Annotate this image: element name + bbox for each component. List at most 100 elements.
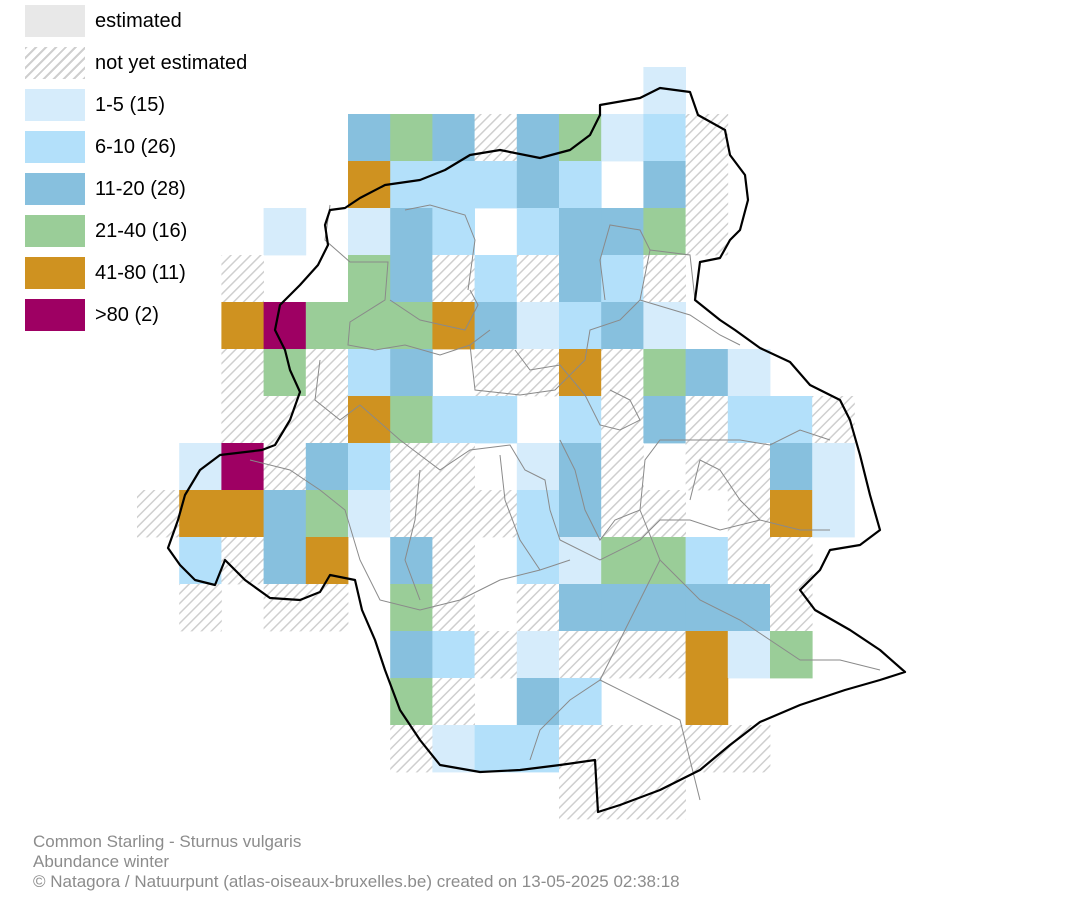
grid-cell-not-estimated bbox=[601, 725, 644, 773]
grid-cell-not-estimated bbox=[601, 631, 644, 679]
grid-cell-not-estimated bbox=[770, 537, 813, 585]
grid-cell-class-2 bbox=[516, 725, 560, 773]
grid-cell-class-4 bbox=[601, 537, 644, 585]
grid-cell-class-2 bbox=[390, 161, 433, 209]
grid-cell-class-4 bbox=[305, 302, 349, 350]
grid-cell-class-2 bbox=[643, 114, 686, 162]
grid-cell-not-estimated bbox=[263, 443, 307, 491]
grid-cell-class-2 bbox=[601, 255, 644, 303]
grid-cell-class-2 bbox=[432, 396, 475, 444]
grid-cell-class-3 bbox=[770, 443, 813, 491]
grid-cell-not-estimated bbox=[727, 490, 771, 538]
grid-cell-class-4 bbox=[305, 490, 349, 538]
grid-cell-class-1 bbox=[179, 443, 222, 491]
grid-cell-class-3 bbox=[685, 349, 729, 397]
grid-cell-class-5 bbox=[221, 490, 264, 538]
legend-item-estimated: estimated bbox=[25, 5, 345, 39]
grid-cell-class-1 bbox=[348, 208, 391, 256]
grid-cell-not-estimated bbox=[474, 349, 518, 397]
grid-cell-class-2 bbox=[727, 396, 771, 444]
grid-cell-not-estimated bbox=[685, 114, 729, 162]
grid-cell-class-4 bbox=[643, 537, 686, 585]
grid-cell-not-estimated bbox=[601, 349, 644, 397]
grid-cell-class-3 bbox=[516, 161, 560, 209]
legend-swatch-1-5 bbox=[25, 89, 85, 121]
grid-cell-class-4 bbox=[559, 114, 602, 162]
grid-cell-class-2 bbox=[685, 537, 729, 585]
grid-cell-not-estimated bbox=[812, 396, 855, 444]
grid-cell-not-estimated bbox=[432, 255, 475, 303]
grid-cell-not-estimated bbox=[432, 490, 475, 538]
grid-cells bbox=[137, 67, 855, 820]
grid-cell-class-1 bbox=[432, 725, 475, 773]
legend-label-estimated: estimated bbox=[95, 10, 182, 32]
grid-cell-not-estimated bbox=[559, 631, 602, 679]
grid-cell-class-1 bbox=[516, 443, 560, 491]
legend-item-41-80: 41-80 (11) bbox=[25, 257, 345, 291]
legend-label-1-5: 1-5 (15) bbox=[95, 94, 166, 116]
grid-cell-class-3 bbox=[390, 255, 433, 303]
grid-cell-not-estimated bbox=[179, 584, 222, 632]
grid-cell-class-1 bbox=[601, 114, 644, 162]
grid-cell-class-2 bbox=[432, 208, 475, 256]
species-name: Common Starling - Sturnus vulgaris bbox=[33, 832, 302, 851]
grid-cell-class-3 bbox=[643, 161, 686, 209]
grid-cell-class-2 bbox=[559, 161, 602, 209]
grid-cell-class-2 bbox=[559, 396, 602, 444]
grid-cell-not-estimated bbox=[263, 584, 307, 632]
grid-cell-not-estimated bbox=[474, 490, 518, 538]
grid-cell-not-estimated bbox=[474, 631, 518, 679]
grid-cell-class-3 bbox=[559, 584, 602, 632]
grid-cell-not-estimated bbox=[727, 537, 771, 585]
grid-cell-not-estimated bbox=[263, 396, 307, 444]
grid-cell-not-estimated bbox=[643, 725, 686, 773]
grid-cell-class-3 bbox=[390, 631, 433, 679]
grid-cell-class-3 bbox=[432, 114, 475, 162]
grid-cell-class-3 bbox=[559, 208, 602, 256]
grid-cell-class-5 bbox=[348, 396, 391, 444]
grid-cell-class-6 bbox=[263, 302, 307, 350]
grid-cell-not-estimated bbox=[432, 537, 475, 585]
grid-cell-class-2 bbox=[559, 302, 602, 350]
grid-cell-class-4 bbox=[390, 302, 433, 350]
grid-cell-class-3 bbox=[263, 537, 307, 585]
grid-cell-not-estimated bbox=[685, 396, 729, 444]
grid-cell-class-3 bbox=[559, 255, 602, 303]
legend-label-6-10: 6-10 (26) bbox=[95, 136, 177, 158]
grid-cell-not-estimated bbox=[685, 208, 729, 256]
grid-cell-class-3 bbox=[601, 302, 644, 350]
grid-cell-not-estimated bbox=[643, 255, 686, 303]
grid-cell-class-3 bbox=[516, 678, 560, 726]
grid-cell-class-2 bbox=[432, 161, 475, 209]
grid-cell-not-estimated bbox=[432, 584, 475, 632]
legend-label-11-20: 11-20 (28) bbox=[95, 178, 186, 200]
grid-cell-not-estimated bbox=[685, 443, 729, 491]
grid-cell-not-estimated bbox=[432, 443, 475, 491]
grid-cell-not-estimated bbox=[474, 114, 518, 162]
legend-label-41-80: 41-80 (11) bbox=[95, 262, 186, 284]
legend-swatch-not-yet-estimated bbox=[25, 47, 85, 79]
grid-cell-class-4 bbox=[390, 396, 433, 444]
grid-cell-class-3 bbox=[559, 443, 602, 491]
grid-cell-class-3 bbox=[348, 114, 391, 162]
grid-cell-class-3 bbox=[305, 443, 349, 491]
grid-cell-not-estimated bbox=[305, 396, 349, 444]
grid-cell-class-2 bbox=[559, 678, 602, 726]
copyright-line: © Natagora / Natuurpunt (atlas-oiseaux-b… bbox=[33, 872, 680, 891]
grid-cell-not-estimated bbox=[432, 678, 475, 726]
grid-cell-not-estimated bbox=[727, 443, 771, 491]
grid-cell-not-estimated bbox=[221, 255, 264, 303]
grid-cell-class-2 bbox=[179, 537, 222, 585]
legend-swatch-estimated bbox=[25, 5, 85, 37]
grid-cell-class-2 bbox=[474, 396, 518, 444]
grid-cell-class-2 bbox=[516, 208, 560, 256]
grid-cell-class-2 bbox=[432, 631, 475, 679]
legend-item-21-40: 21-40 (16) bbox=[25, 215, 345, 249]
grid-cell-class-3 bbox=[516, 114, 560, 162]
grid-cell-not-estimated bbox=[516, 255, 560, 303]
legend-label-over-80: >80 (2) bbox=[95, 304, 159, 326]
grid-cell-class-1 bbox=[263, 208, 307, 256]
map-credits: Common Starling - Sturnus vulgaris Abund… bbox=[33, 832, 680, 892]
grid-cell-not-estimated bbox=[305, 584, 349, 632]
grid-cell-not-estimated bbox=[685, 161, 729, 209]
